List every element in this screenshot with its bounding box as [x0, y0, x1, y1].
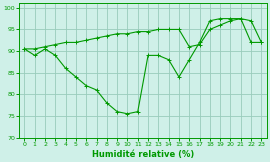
- X-axis label: Humidité relative (%): Humidité relative (%): [92, 150, 194, 159]
